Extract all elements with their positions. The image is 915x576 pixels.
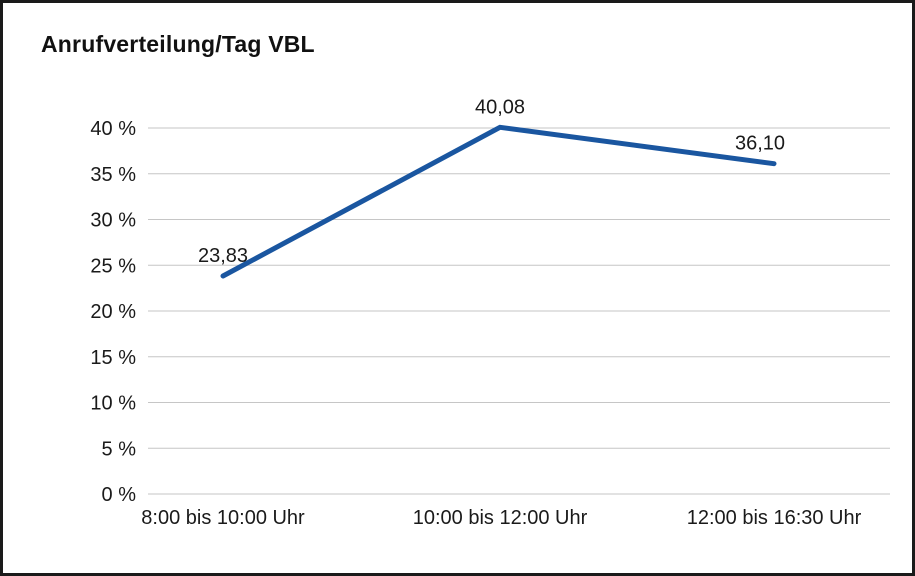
chart-title: Anrufverteilung/Tag VBL xyxy=(41,31,315,57)
y-tick-label: 0 % xyxy=(102,484,137,506)
y-tick-label: 40 % xyxy=(90,118,136,140)
data-label: 40,08 xyxy=(475,96,525,118)
y-tick-label: 30 % xyxy=(90,210,136,232)
data-label: 23,83 xyxy=(198,245,248,267)
y-tick-label: 20 % xyxy=(90,301,136,323)
data-label: 36,10 xyxy=(735,133,785,155)
line-chart: 0 % 5 % 10 % 15 % 20 % 25 % 30 % 35 % 40 % 8:00 b… xyxy=(90,96,890,529)
y-tick-label: 10 % xyxy=(90,393,136,415)
y-tick-label: 25 % xyxy=(90,255,136,277)
y-tick-label: 15 % xyxy=(90,347,136,369)
y-tick-label: 5 % xyxy=(102,438,137,460)
x-category-label: 10:00 bis 12:00 Uhr xyxy=(413,507,588,529)
y-tick-label: 35 % xyxy=(90,164,136,186)
series-line xyxy=(220,124,777,279)
x-category-label: 12:00 bis 16:30 Uhr xyxy=(687,507,862,529)
x-category-label: 8:00 bis 10:00 Uhr xyxy=(141,507,305,529)
